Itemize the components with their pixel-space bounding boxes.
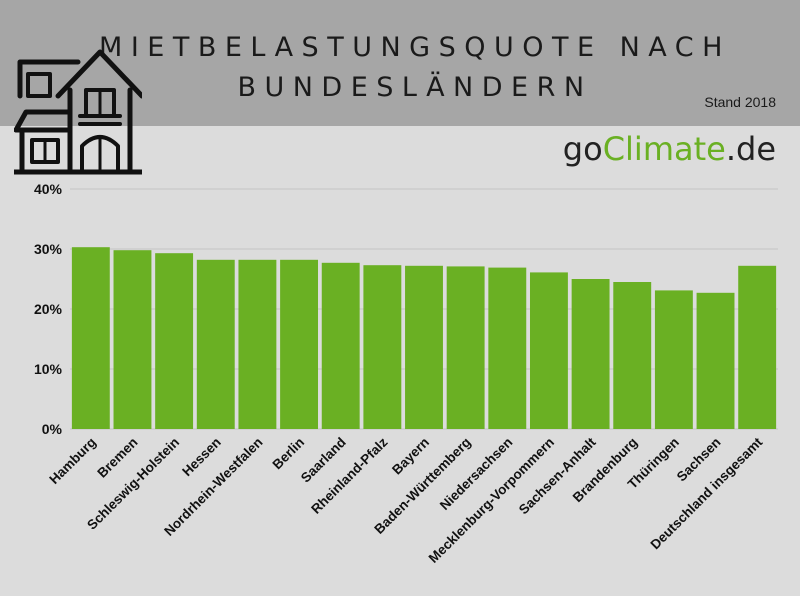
x-tick-label: Berlin (270, 435, 308, 473)
bar (529, 272, 568, 429)
house-icon (14, 49, 142, 175)
bar (238, 259, 277, 429)
bar (446, 266, 485, 429)
y-tick-label: 10% (34, 361, 63, 377)
chart-title: MIETBELASTUNGSQUOTE NACH BUNDESLÄNDERN (0, 28, 800, 108)
y-tick-label: 30% (34, 241, 63, 257)
y-tick-label: 0% (42, 421, 63, 437)
chart-title-line2: BUNDESLÄNDERN (237, 72, 593, 103)
goclimate-logo: goClimate.de (563, 130, 776, 168)
bar (405, 265, 443, 429)
bar (363, 265, 402, 429)
chart-title-line1: MIETBELASTUNGSQUOTE NACH (99, 32, 731, 63)
logo-accent: Climate (602, 130, 726, 168)
stand-label: Stand 2018 (704, 94, 776, 110)
x-tick-label: Hamburg (46, 435, 99, 488)
bar (696, 292, 735, 429)
bar (196, 259, 235, 429)
bar (155, 253, 194, 429)
bar (488, 267, 527, 429)
bar (654, 290, 693, 429)
bar (113, 250, 152, 429)
y-tick-label: 20% (34, 301, 63, 317)
bar (321, 262, 360, 429)
bar (738, 265, 777, 429)
header-band (0, 0, 800, 126)
bar (571, 279, 610, 429)
x-tick-label: Sachsen-Anhalt (516, 434, 599, 517)
y-tick-label: 40% (34, 181, 63, 197)
x-tick-label: Rheinland-Pfalz (308, 434, 390, 516)
logo-prefix: go (562, 130, 603, 168)
bar (280, 259, 319, 429)
logo-suffix: .de (725, 130, 776, 168)
bar (613, 282, 652, 429)
x-tick-label: Niedersachsen (437, 435, 516, 514)
bar (71, 247, 110, 429)
